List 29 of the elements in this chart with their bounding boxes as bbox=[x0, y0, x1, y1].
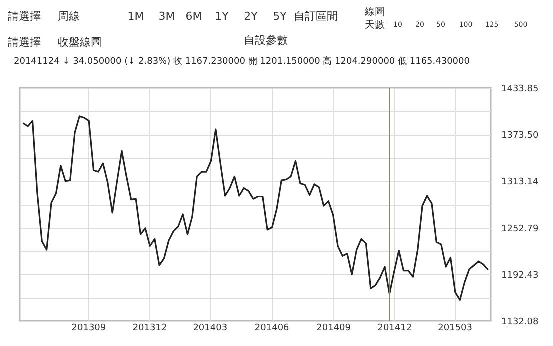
y-tick-label: 1373.50 bbox=[502, 131, 539, 142]
x-tick-label: 201412 bbox=[378, 324, 412, 334]
text: 天數 bbox=[365, 19, 385, 31]
text: 2Y bbox=[244, 10, 258, 23]
text: 1Y bbox=[215, 10, 230, 23]
x-tick-label: 201312 bbox=[132, 324, 168, 334]
text: 自訂區間 bbox=[294, 10, 338, 23]
text: 請選擇 bbox=[8, 10, 41, 23]
x-tick-label: 201406 bbox=[254, 324, 290, 334]
text: 5Y bbox=[273, 10, 288, 23]
text: 6M bbox=[186, 10, 202, 23]
y-tick-label: 1192.43 bbox=[502, 270, 539, 281]
x-tick-label: 201309 bbox=[72, 324, 106, 334]
x-tick-label: 201503 bbox=[438, 324, 472, 334]
text: 3M bbox=[158, 10, 176, 23]
text: 1M bbox=[128, 10, 144, 23]
y-tick-label: 1313.14 bbox=[502, 178, 539, 188]
line-series bbox=[22, 116, 490, 302]
x-tick-label: 201403 bbox=[193, 324, 228, 334]
y-tick-label: 1252.79 bbox=[502, 224, 539, 234]
x-tick-label: 201409 bbox=[316, 324, 352, 334]
chart-title: 20141124 ↓ 34.050000 (↓ 2.83%) 收 1167.230000 開 1201.150000 高 1204.290000 低 1165.430000 bbox=[14, 56, 470, 67]
text: 請選擇 bbox=[8, 36, 41, 49]
text: 收盤線圖 bbox=[58, 36, 102, 49]
y-tick-label: 1132.08 bbox=[502, 318, 539, 328]
y-tick-label: 1433.85 bbox=[502, 84, 539, 94]
text: 周線 bbox=[58, 10, 80, 23]
text: 自設參數 bbox=[244, 34, 288, 47]
text: 線圖 bbox=[364, 7, 385, 18]
